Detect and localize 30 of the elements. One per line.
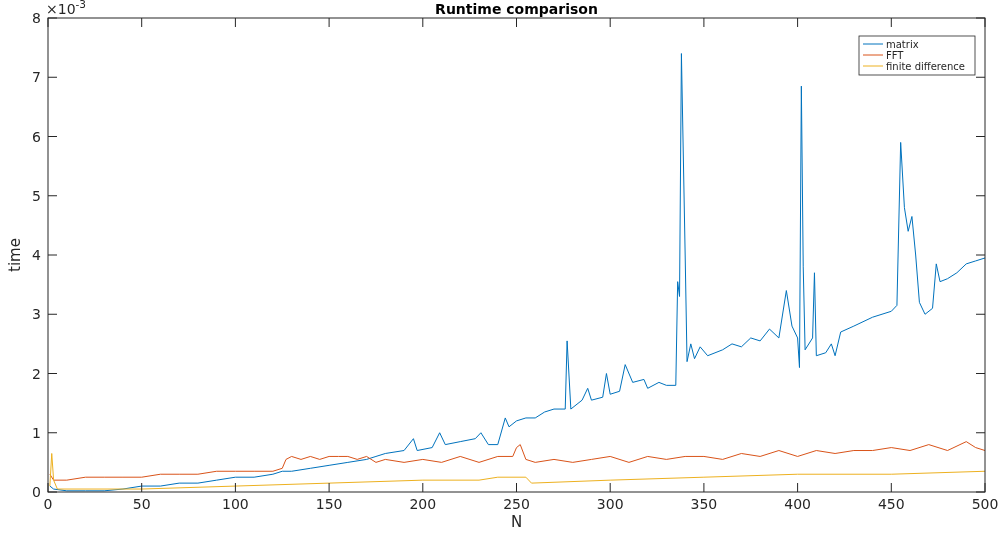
legend-label: matrix	[886, 38, 919, 50]
x-tick-label: 100	[222, 496, 249, 512]
y-tick-label: 6	[32, 128, 42, 145]
chart-title: Runtime comparison	[435, 1, 598, 17]
line-series	[49, 441, 986, 481]
legend-label: finite difference	[886, 60, 965, 72]
x-tick-label: 450	[877, 496, 905, 512]
x-tick-label: 0	[43, 496, 53, 512]
x-axis-title: N	[510, 513, 523, 531]
x-tick-label: 200	[409, 496, 437, 512]
x-tick-label: 400	[784, 496, 811, 512]
y-tick-label: 3	[32, 306, 41, 323]
x-tick-label: 250	[503, 496, 530, 512]
y-tick-label: 7	[32, 69, 41, 86]
y-tick-label: 0	[32, 484, 41, 500]
text: ×10$^{-3}$	[46, 0, 87, 17]
x-tick-label: 300	[596, 496, 624, 512]
x-tick-label: 500	[971, 496, 999, 512]
legend-label: FFT	[886, 49, 905, 61]
x-tick-label: 350	[690, 496, 718, 512]
x-tick-label: 50	[132, 496, 151, 512]
y-tick-label: 1	[32, 424, 41, 441]
y-tick-label: 5	[32, 187, 41, 204]
x-tick-label: 150	[315, 496, 343, 512]
y-tick-label: 4	[32, 247, 42, 263]
y-axis-title: time	[6, 238, 24, 272]
line-series	[49, 53, 986, 492]
y-tick-label: 8	[32, 10, 41, 26]
line-series	[49, 452, 986, 490]
y-tick-label: 2	[32, 365, 41, 382]
